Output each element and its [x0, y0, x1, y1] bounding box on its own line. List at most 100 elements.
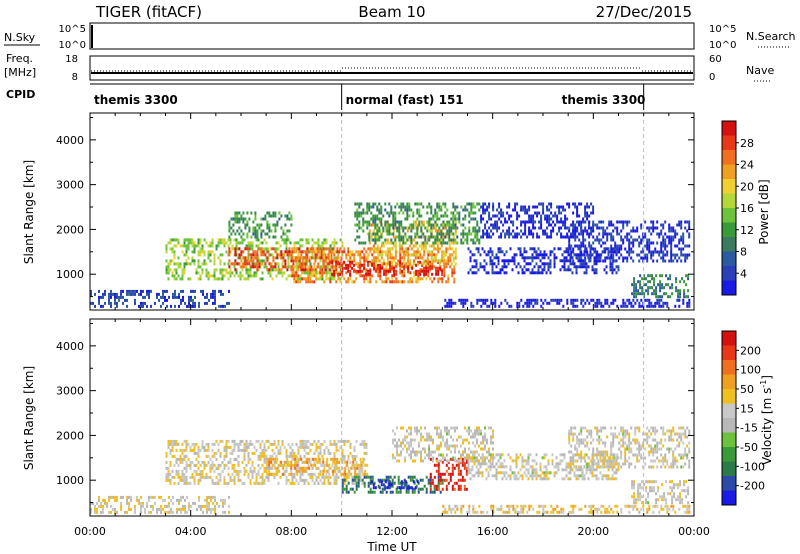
heatmap-cell — [456, 217, 459, 221]
heatmap-cell — [313, 250, 316, 254]
heatmap-cell — [110, 292, 112, 296]
heatmap-cell — [245, 271, 248, 275]
heatmap-cell — [283, 241, 286, 245]
heatmap-cell — [637, 292, 640, 296]
heatmap-cell — [370, 480, 373, 484]
heatmap-cell — [456, 241, 459, 245]
heatmap-cell — [367, 260, 370, 264]
heatmap-cell — [446, 229, 449, 233]
heatmap-cell — [452, 235, 455, 239]
heatmap-cell — [665, 274, 668, 278]
heatmap-cell — [376, 229, 379, 233]
heatmap-cell — [333, 277, 336, 281]
heatmap-cell — [640, 304, 643, 308]
heatmap-cell — [558, 298, 561, 302]
heatmap-cell — [470, 208, 473, 212]
heatmap-cell — [187, 463, 190, 467]
heatmap-cell — [436, 229, 439, 233]
heatmap-cell — [351, 253, 354, 257]
heatmap-cell — [607, 247, 610, 251]
heatmap-cell — [215, 457, 218, 461]
heatmap-cell — [407, 266, 410, 270]
heatmap-cell — [576, 244, 579, 248]
heatmap-cell — [418, 220, 421, 224]
heatmap-cell — [449, 457, 452, 461]
heatmap-cell — [495, 265, 498, 269]
heatmap-cell — [223, 445, 226, 449]
heatmap-cell — [204, 504, 206, 508]
heatmap-cell — [349, 260, 352, 264]
heatmap-cell — [182, 295, 184, 299]
heatmap-cell — [658, 250, 661, 254]
heatmap-cell — [512, 235, 515, 239]
heatmap-cell — [532, 223, 535, 227]
heatmap-cell — [351, 260, 354, 264]
heatmap-cell — [412, 438, 414, 442]
heatmap-cell — [354, 223, 357, 227]
heatmap-cell — [378, 480, 381, 484]
heatmap-cell — [256, 232, 259, 236]
heatmap-cell — [335, 463, 338, 467]
heatmap-cell — [365, 259, 368, 263]
heatmap-cell — [192, 501, 194, 505]
heatmap-cell — [465, 472, 468, 476]
heatmap-cell — [560, 232, 563, 236]
heatmap-cell — [333, 244, 336, 248]
heatmap-cell — [442, 250, 445, 254]
heatmap-cell — [254, 250, 257, 254]
heatmap-cell — [213, 259, 216, 263]
heatmap-cell — [289, 454, 292, 458]
heatmap-cell — [559, 268, 562, 272]
heatmap-cell — [505, 250, 508, 254]
heatmap-cell — [442, 241, 445, 245]
heatmap-cell — [237, 442, 240, 446]
heatmap-cell — [410, 426, 412, 430]
heatmap-cell — [311, 238, 314, 242]
heatmap-cell — [531, 253, 534, 257]
heatmap-cell — [426, 235, 429, 239]
heatmap-cell — [333, 466, 336, 470]
heatmap-cell — [453, 265, 456, 269]
heatmap-cell — [376, 256, 379, 260]
heatmap-cell — [385, 277, 388, 281]
heatmap-cell — [545, 253, 548, 257]
heatmap-cell — [260, 232, 263, 236]
heatmap-cell — [232, 229, 235, 233]
heatmap-cell — [468, 232, 471, 236]
heatmap-cell — [175, 457, 178, 461]
heatmap-cell — [387, 481, 390, 485]
heatmap-cell — [610, 253, 613, 257]
heatmap-cell — [532, 235, 535, 239]
heatmap-cell — [524, 301, 527, 305]
colorbar-swatch — [722, 266, 736, 281]
heatmap-cell — [209, 241, 212, 245]
heatmap-cell — [428, 229, 431, 233]
heatmap-cell — [154, 501, 156, 505]
heatmap-cell — [666, 253, 669, 257]
heatmap-cell — [274, 214, 277, 218]
heatmap-cell — [399, 260, 402, 264]
heatmap-cell — [440, 214, 443, 218]
heatmap-cell — [274, 211, 277, 215]
heatmap-cell — [444, 232, 447, 236]
heatmap-cell — [295, 271, 298, 275]
heatmap-cell — [442, 214, 445, 218]
heatmap-cell — [482, 298, 485, 302]
heatmap-cell — [497, 262, 500, 266]
heatmap-cell — [90, 292, 92, 296]
heatmap-cell — [301, 244, 304, 248]
heatmap-cell — [293, 472, 296, 476]
heatmap-cell — [104, 292, 106, 296]
heatmap-cell — [394, 238, 397, 242]
heatmap-cell — [576, 298, 579, 302]
heatmap-cell — [222, 504, 224, 508]
heatmap-cell — [175, 439, 178, 443]
heatmap-cell — [392, 438, 394, 442]
heatmap-cell — [330, 256, 333, 260]
heatmap-cell — [288, 217, 291, 221]
heatmap-cell — [419, 277, 422, 281]
heatmap-cell — [610, 220, 613, 224]
heatmap-cell — [313, 241, 316, 245]
heatmap-cell — [442, 220, 445, 224]
heatmap-cell — [570, 301, 573, 305]
